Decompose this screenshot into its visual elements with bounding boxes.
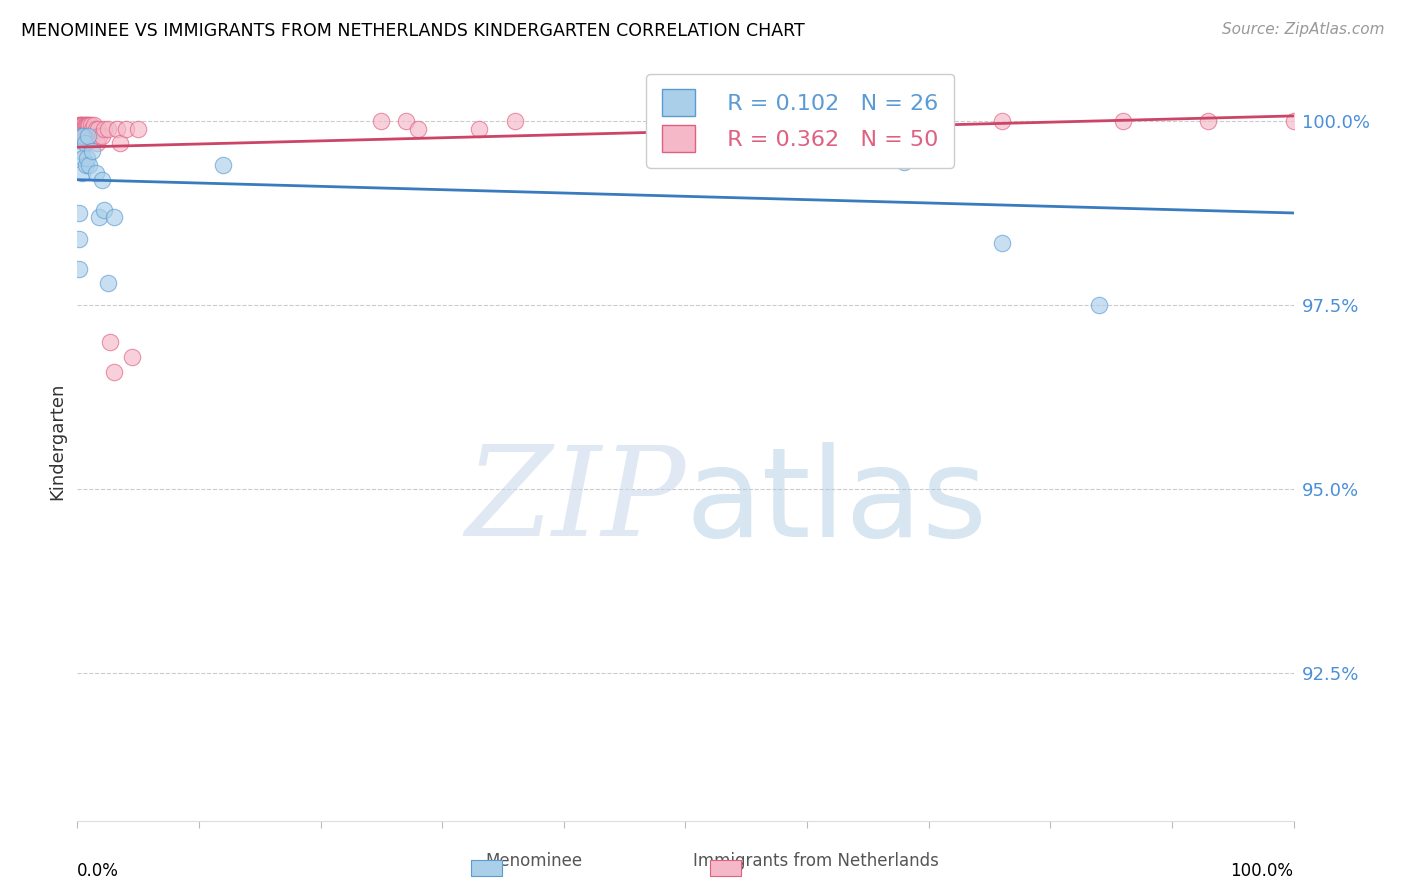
- Point: [79, 159, 101, 173]
- Point: [77, 129, 100, 144]
- Point: [406, 121, 429, 136]
- Point: [990, 235, 1012, 250]
- Point: [90, 129, 112, 144]
- Y-axis label: Kindergarten: Kindergarten: [48, 383, 66, 500]
- Point: [370, 114, 392, 128]
- Point: [73, 129, 96, 144]
- Point: [79, 129, 101, 144]
- Point: [990, 114, 1012, 128]
- Text: MENOMINEE VS IMMIGRANTS FROM NETHERLANDS KINDERGARTEN CORRELATION CHART: MENOMINEE VS IMMIGRANTS FROM NETHERLANDS…: [21, 22, 804, 40]
- Point: [84, 166, 107, 180]
- Point: [93, 121, 115, 136]
- Point: [395, 114, 418, 128]
- Point: [67, 129, 90, 144]
- Point: [212, 159, 235, 173]
- Point: [72, 118, 94, 132]
- Point: [80, 144, 103, 158]
- Point: [1112, 114, 1135, 128]
- Text: atlas: atlas: [686, 442, 987, 563]
- Text: Source: ZipAtlas.com: Source: ZipAtlas.com: [1222, 22, 1385, 37]
- Legend:   R = 0.102   N = 26,   R = 0.362   N = 50: R = 0.102 N = 26, R = 0.362 N = 50: [647, 73, 955, 168]
- Point: [73, 118, 96, 132]
- Point: [77, 118, 100, 132]
- Point: [72, 151, 94, 165]
- Point: [108, 136, 131, 151]
- Point: [75, 129, 97, 144]
- Point: [87, 121, 110, 136]
- Point: [90, 173, 112, 187]
- Text: ZIP: ZIP: [465, 442, 686, 563]
- Point: [67, 206, 90, 220]
- Point: [69, 129, 91, 144]
- Text: Immigrants from Netherlands: Immigrants from Netherlands: [693, 852, 938, 870]
- Point: [75, 159, 97, 173]
- Point: [832, 114, 855, 128]
- Point: [76, 129, 98, 144]
- Point: [82, 129, 104, 144]
- Point: [80, 121, 103, 136]
- Point: [127, 121, 149, 136]
- Point: [103, 365, 125, 379]
- Point: [70, 118, 93, 132]
- Point: [1197, 114, 1219, 128]
- Point: [70, 144, 93, 158]
- Point: [93, 202, 115, 217]
- Point: [503, 114, 526, 128]
- Point: [97, 121, 120, 136]
- Point: [67, 261, 90, 276]
- Point: [103, 210, 125, 224]
- Point: [86, 136, 108, 151]
- Point: [83, 118, 105, 132]
- Point: [699, 114, 721, 128]
- Point: [893, 154, 915, 169]
- Point: [796, 118, 818, 132]
- Point: [89, 129, 111, 144]
- Point: [72, 129, 94, 144]
- Point: [70, 118, 93, 132]
- Point: [76, 118, 98, 132]
- Point: [80, 118, 103, 132]
- Point: [89, 210, 111, 224]
- Point: [115, 121, 138, 136]
- Text: 100.0%: 100.0%: [1230, 863, 1294, 880]
- Text: Menominee: Menominee: [485, 852, 583, 870]
- Point: [77, 129, 100, 144]
- Point: [98, 335, 121, 350]
- Point: [67, 232, 90, 246]
- Point: [70, 129, 93, 144]
- Point: [856, 121, 879, 136]
- Point: [107, 121, 129, 136]
- Point: [1088, 298, 1111, 312]
- Point: [79, 118, 101, 132]
- Point: [69, 118, 91, 132]
- Point: [70, 166, 93, 180]
- Point: [75, 118, 97, 132]
- Point: [1282, 114, 1305, 128]
- Point: [72, 129, 94, 144]
- Point: [73, 136, 96, 151]
- Point: [121, 350, 143, 364]
- Point: [70, 129, 93, 144]
- Point: [72, 121, 94, 136]
- Text: 0.0%: 0.0%: [77, 863, 120, 880]
- Point: [76, 151, 98, 165]
- Point: [467, 121, 489, 136]
- Point: [84, 121, 107, 136]
- Point: [70, 129, 93, 144]
- Point: [67, 118, 90, 132]
- Point: [97, 277, 120, 291]
